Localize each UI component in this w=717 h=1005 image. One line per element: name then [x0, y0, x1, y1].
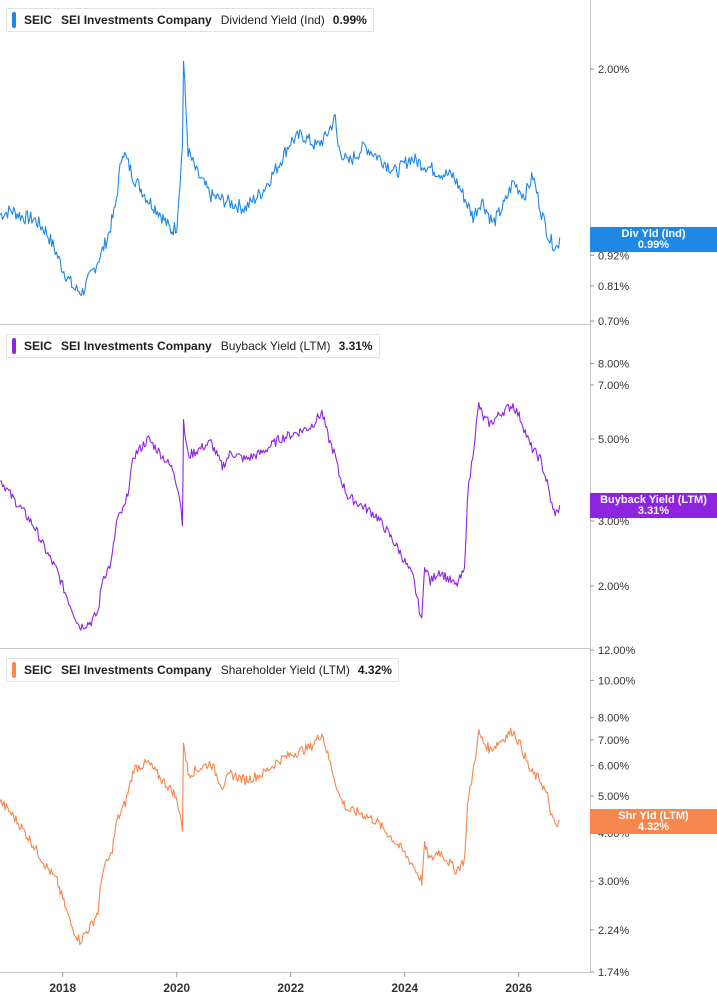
y-tick-label: 7.00%	[598, 735, 629, 747]
y-tick-label: 3.00%	[598, 876, 629, 888]
tag-value: 0.99%	[637, 238, 670, 251]
y-tick-label: 0.70%	[598, 316, 629, 328]
y-tick-label: 0.92%	[598, 250, 629, 262]
y-tick-label: 12.00%	[598, 645, 636, 657]
y-tick-label: 3.00%	[598, 516, 629, 528]
legend-metric: Buyback Yield (LTM)	[220, 339, 331, 353]
legend-buyback-yield[interactable]: SEIC SEI Investments Company Buyback Yie…	[6, 334, 380, 358]
y-tick-label: 5.00%	[598, 434, 629, 446]
last-value-tag-buyback: Buyback Yield (LTM) 3.31%	[590, 493, 717, 518]
y-tick-label: 5.00%	[598, 791, 629, 803]
y-tick-label: 2.00%	[598, 581, 629, 593]
y-tick-label: 8.00%	[598, 359, 629, 371]
y-tick-label: 1.74%	[598, 967, 629, 979]
legend-company: SEI Investments Company	[61, 339, 212, 353]
y-axis-ticks: 0.70% 0.81% 0.92% 2.00% 2.00% 3.00% 5.00% 7.00%…	[590, 64, 636, 979]
tag-label: Shr Yld (LTM)	[618, 809, 689, 822]
x-tick-label: 2018	[49, 981, 76, 995]
last-value-tag-shareholder: Shr Yld (LTM) 4.32%	[590, 809, 717, 834]
series-swatch	[12, 12, 16, 28]
series-line-1	[0, 402, 561, 631]
legend-ticker: SEIC	[24, 339, 53, 353]
series-swatch	[12, 338, 16, 354]
tag-value: 4.32%	[637, 820, 670, 833]
series-line-0	[0, 60, 561, 296]
x-tick-label: 2026	[505, 981, 532, 995]
tag-label: Buyback Yield (LTM)	[600, 493, 707, 506]
x-tick-label: 2022	[277, 981, 304, 995]
legend-shareholder-yield[interactable]: SEIC SEI Investments Company Shareholder…	[6, 658, 399, 682]
series-swatch	[12, 662, 16, 678]
legend-company: SEI Investments Company	[61, 663, 212, 677]
legend-value: 0.99%	[332, 13, 367, 27]
x-axis: 2018 2020 2022 2024 2026	[49, 972, 532, 995]
y-tick-label: 10.00%	[598, 675, 636, 687]
legend-value: 3.31%	[338, 339, 373, 353]
tag-label: Div Yld (Ind)	[621, 227, 686, 240]
series-line-2	[0, 727, 561, 945]
legend-value: 4.32%	[357, 663, 392, 677]
y-tick-label: 2.00%	[598, 64, 629, 76]
x-tick-label: 2024	[391, 981, 418, 995]
x-tick-label: 2020	[163, 981, 190, 995]
legend-metric: Dividend Yield (Ind)	[220, 13, 325, 27]
y-tick-label: 6.00%	[598, 761, 629, 773]
last-value-tag-dividend: Div Yld (Ind) 0.99%	[590, 227, 717, 252]
legend-ticker: SEIC	[24, 663, 53, 677]
y-tick-label: 0.81%	[598, 281, 629, 293]
y-tick-label: 8.00%	[598, 713, 629, 725]
y-tick-label: 2.24%	[598, 925, 629, 937]
legend-metric: Shareholder Yield (LTM)	[220, 663, 350, 677]
panel-dividers	[0, 0, 591, 973]
series-lines	[0, 60, 561, 945]
legend-dividend-yield[interactable]: SEIC SEI Investments Company Dividend Yi…	[6, 8, 374, 32]
tag-value: 3.31%	[637, 504, 670, 517]
y-tick-label: 7.00%	[598, 380, 629, 392]
legend-ticker: SEIC	[24, 13, 53, 27]
legend-company: SEI Investments Company	[61, 13, 212, 27]
